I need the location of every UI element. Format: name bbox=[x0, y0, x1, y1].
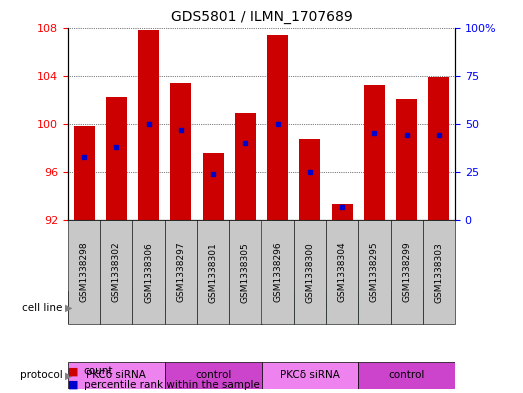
Bar bbox=[364, 85, 385, 220]
Text: GSM1338297: GSM1338297 bbox=[176, 242, 185, 303]
Bar bbox=[68, 291, 262, 324]
Bar bbox=[202, 153, 224, 220]
Bar bbox=[235, 113, 256, 220]
Text: ■: ■ bbox=[68, 366, 78, 376]
Text: protocol: protocol bbox=[20, 370, 63, 380]
Text: GSM1338303: GSM1338303 bbox=[435, 242, 444, 303]
Text: ■: ■ bbox=[68, 380, 78, 390]
Text: count: count bbox=[84, 366, 113, 376]
Text: GSM1338300: GSM1338300 bbox=[305, 242, 314, 303]
Text: GSM1338299: GSM1338299 bbox=[402, 242, 411, 303]
Title: GDS5801 / ILMN_1707689: GDS5801 / ILMN_1707689 bbox=[170, 10, 353, 24]
Text: PKCδ siRNA: PKCδ siRNA bbox=[280, 370, 340, 380]
Text: percentile rank within the sample: percentile rank within the sample bbox=[84, 380, 259, 390]
Text: GSM1338298: GSM1338298 bbox=[79, 242, 88, 303]
Bar bbox=[165, 362, 262, 389]
Text: control: control bbox=[389, 370, 425, 380]
Text: cell line: cell line bbox=[22, 303, 63, 312]
Bar bbox=[138, 30, 159, 220]
Bar bbox=[396, 99, 417, 220]
Bar bbox=[106, 97, 127, 220]
Text: MDA-MB-468: MDA-MB-468 bbox=[322, 303, 394, 312]
Bar bbox=[262, 362, 358, 389]
Text: PKCδ siRNA: PKCδ siRNA bbox=[86, 370, 146, 380]
Text: GSM1338305: GSM1338305 bbox=[241, 242, 250, 303]
Text: ▶: ▶ bbox=[65, 370, 73, 380]
Bar bbox=[358, 362, 455, 389]
Text: ▶: ▶ bbox=[65, 303, 73, 312]
Text: BT-549: BT-549 bbox=[145, 303, 184, 312]
Text: control: control bbox=[195, 370, 231, 380]
Text: GSM1338301: GSM1338301 bbox=[209, 242, 218, 303]
Text: GSM1338304: GSM1338304 bbox=[338, 242, 347, 303]
Bar bbox=[267, 35, 288, 220]
Text: GSM1338306: GSM1338306 bbox=[144, 242, 153, 303]
Bar bbox=[299, 140, 321, 220]
Bar bbox=[170, 83, 191, 220]
Bar bbox=[68, 362, 165, 389]
Bar bbox=[428, 77, 449, 220]
Text: GSM1338296: GSM1338296 bbox=[273, 242, 282, 303]
Bar bbox=[332, 204, 353, 220]
Bar bbox=[262, 291, 455, 324]
Text: GSM1338302: GSM1338302 bbox=[112, 242, 121, 303]
Text: GSM1338295: GSM1338295 bbox=[370, 242, 379, 303]
Bar bbox=[74, 126, 95, 220]
